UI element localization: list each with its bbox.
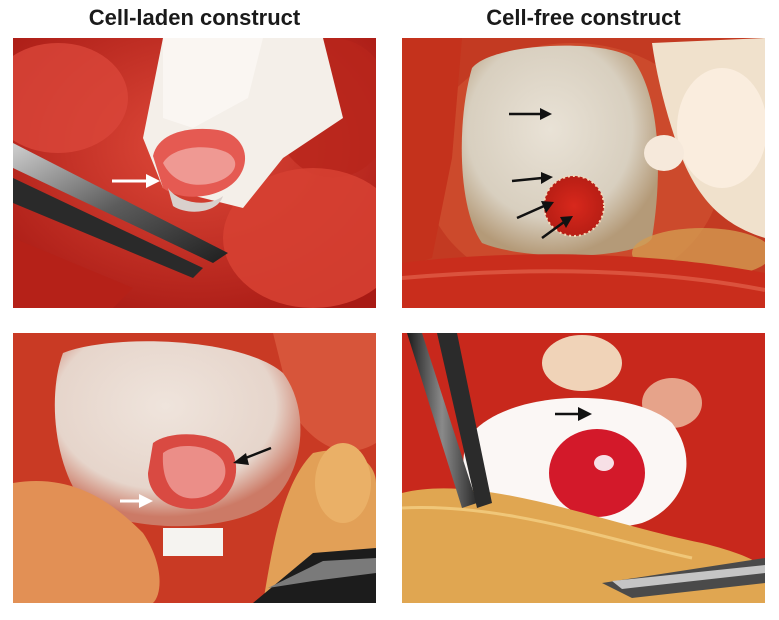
photo-cell-laden-bottom xyxy=(13,333,376,603)
column-heading-cell-free: Cell-free construct xyxy=(486,5,681,30)
photo-cell-free-top xyxy=(402,38,765,308)
column-heading-cell-laden: Cell-laden construct xyxy=(88,5,301,30)
photo-cell-free-bottom xyxy=(402,333,765,603)
white-arrow-icon xyxy=(146,174,160,188)
photo-cell-laden-top xyxy=(13,38,376,308)
